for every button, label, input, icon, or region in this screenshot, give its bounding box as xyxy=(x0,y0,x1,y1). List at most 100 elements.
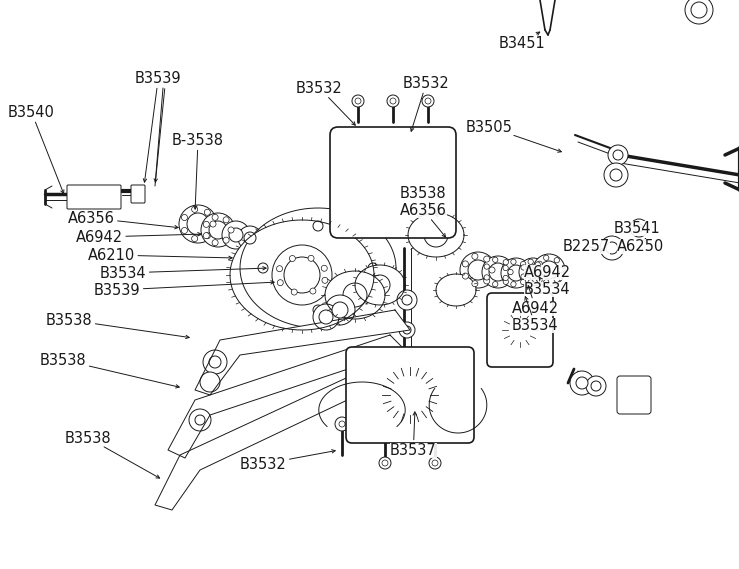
Circle shape xyxy=(535,262,540,267)
Polygon shape xyxy=(240,208,396,328)
Circle shape xyxy=(397,290,417,310)
Text: B3538: B3538 xyxy=(40,353,180,388)
Circle shape xyxy=(182,228,188,233)
Polygon shape xyxy=(195,310,410,395)
Text: B3537: B3537 xyxy=(390,412,437,457)
Circle shape xyxy=(390,375,430,415)
Circle shape xyxy=(460,252,496,288)
Text: A6942: A6942 xyxy=(524,265,571,279)
Polygon shape xyxy=(168,335,405,458)
Circle shape xyxy=(291,289,297,295)
Circle shape xyxy=(471,281,478,287)
Circle shape xyxy=(613,150,623,160)
Circle shape xyxy=(223,217,229,223)
Circle shape xyxy=(382,460,388,466)
Circle shape xyxy=(482,256,514,288)
Circle shape xyxy=(570,371,594,395)
Circle shape xyxy=(463,261,469,267)
Circle shape xyxy=(378,363,442,427)
Circle shape xyxy=(544,279,549,285)
Circle shape xyxy=(352,95,364,107)
Circle shape xyxy=(313,221,323,231)
Circle shape xyxy=(521,265,526,270)
Circle shape xyxy=(258,263,268,273)
Circle shape xyxy=(586,376,606,396)
Circle shape xyxy=(379,457,391,469)
Circle shape xyxy=(484,264,489,269)
Circle shape xyxy=(528,259,534,265)
Circle shape xyxy=(321,265,327,271)
Circle shape xyxy=(390,98,396,104)
Circle shape xyxy=(223,237,229,243)
Circle shape xyxy=(355,98,361,104)
Circle shape xyxy=(429,457,441,469)
Circle shape xyxy=(508,269,513,275)
Circle shape xyxy=(399,322,415,338)
Text: B3534: B3534 xyxy=(524,277,571,296)
Circle shape xyxy=(339,421,345,427)
Circle shape xyxy=(521,274,526,279)
Circle shape xyxy=(204,233,211,239)
Circle shape xyxy=(535,273,540,278)
Text: B3540: B3540 xyxy=(8,105,64,193)
Circle shape xyxy=(222,221,250,249)
Circle shape xyxy=(432,460,438,466)
Circle shape xyxy=(493,257,498,262)
Circle shape xyxy=(343,283,367,307)
Text: B3532: B3532 xyxy=(240,450,336,472)
Circle shape xyxy=(203,233,209,238)
Circle shape xyxy=(204,209,211,215)
Circle shape xyxy=(468,260,488,280)
Circle shape xyxy=(508,265,524,281)
Circle shape xyxy=(277,280,283,286)
Text: B3534: B3534 xyxy=(512,296,559,332)
Circle shape xyxy=(325,295,355,325)
Circle shape xyxy=(511,259,516,265)
Text: B3539: B3539 xyxy=(135,71,182,182)
Circle shape xyxy=(463,273,469,279)
Circle shape xyxy=(500,310,540,350)
Circle shape xyxy=(519,258,547,286)
Circle shape xyxy=(335,417,349,431)
Circle shape xyxy=(313,305,323,315)
Circle shape xyxy=(403,326,411,334)
Circle shape xyxy=(489,263,507,281)
Circle shape xyxy=(290,255,296,262)
Text: B3538: B3538 xyxy=(65,431,160,478)
FancyBboxPatch shape xyxy=(617,376,651,414)
Circle shape xyxy=(554,277,559,282)
Circle shape xyxy=(284,257,320,293)
Circle shape xyxy=(313,304,339,330)
Circle shape xyxy=(606,242,618,254)
Circle shape xyxy=(622,384,644,406)
Circle shape xyxy=(484,278,490,284)
Circle shape xyxy=(228,227,234,233)
Circle shape xyxy=(484,275,489,280)
FancyBboxPatch shape xyxy=(487,293,553,367)
Circle shape xyxy=(484,256,490,262)
Circle shape xyxy=(272,245,332,305)
Circle shape xyxy=(422,95,434,107)
Circle shape xyxy=(503,265,508,271)
Polygon shape xyxy=(230,220,374,330)
Circle shape xyxy=(195,415,205,425)
Circle shape xyxy=(489,267,495,273)
Circle shape xyxy=(541,269,546,275)
Circle shape xyxy=(691,2,707,18)
Polygon shape xyxy=(436,274,476,306)
Text: B3534: B3534 xyxy=(100,266,266,281)
Text: B3505: B3505 xyxy=(466,119,562,152)
Polygon shape xyxy=(155,360,400,510)
Circle shape xyxy=(200,372,220,392)
Text: A6210: A6210 xyxy=(88,248,232,262)
Circle shape xyxy=(370,275,390,295)
Circle shape xyxy=(610,169,622,181)
Polygon shape xyxy=(408,213,464,257)
Circle shape xyxy=(332,302,348,318)
Text: B3532: B3532 xyxy=(296,80,355,125)
Circle shape xyxy=(591,381,601,391)
Circle shape xyxy=(544,255,549,261)
Circle shape xyxy=(493,282,498,287)
Text: B3539: B3539 xyxy=(94,281,274,298)
Circle shape xyxy=(503,279,508,284)
